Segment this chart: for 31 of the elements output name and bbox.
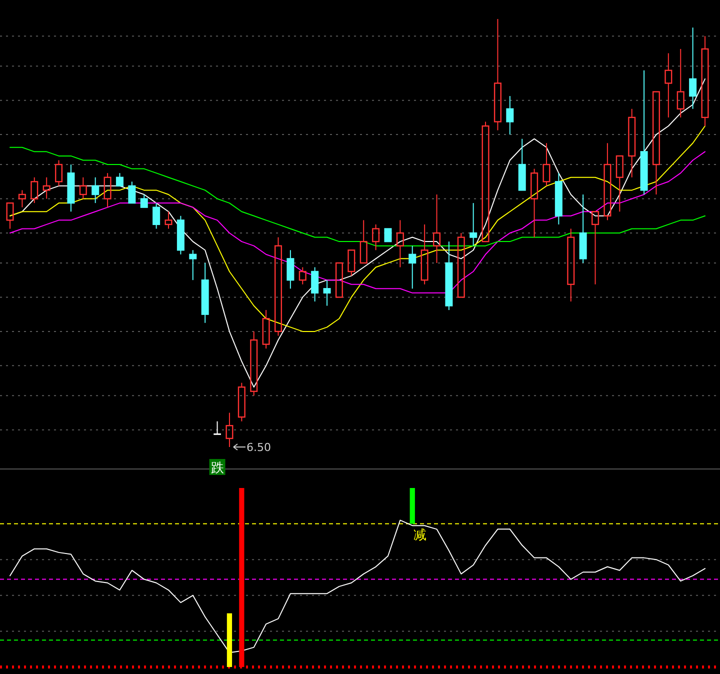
candlestick — [408, 245, 416, 290]
candlestick — [18, 190, 26, 208]
candlestick — [542, 142, 550, 186]
candlestick — [286, 250, 294, 290]
candlestick — [506, 96, 514, 136]
candlestick — [432, 194, 441, 264]
candlestick — [494, 18, 502, 131]
candlestick — [189, 250, 197, 281]
candlestick — [42, 176, 50, 200]
annotation: 减 — [413, 528, 426, 543]
candlestick — [664, 52, 672, 118]
candlestick — [689, 27, 697, 110]
candlestick — [104, 172, 112, 208]
candlestick — [67, 164, 75, 212]
candlestick — [226, 412, 234, 448]
candlestick — [92, 176, 100, 204]
candlestick — [701, 36, 709, 126]
candlestick — [470, 202, 478, 246]
candlestick — [298, 266, 306, 285]
candlestick — [79, 176, 87, 200]
candlestick — [554, 172, 562, 225]
candlestick — [676, 48, 684, 118]
candlestick — [567, 228, 575, 302]
candlestick — [396, 220, 404, 268]
candlestick — [420, 224, 428, 285]
annotation: 6.50 — [246, 441, 271, 454]
candlestick — [323, 280, 331, 306]
candlestick — [201, 262, 209, 324]
candlestick — [311, 266, 319, 302]
candlestick — [628, 108, 636, 178]
candlestick — [55, 160, 63, 186]
